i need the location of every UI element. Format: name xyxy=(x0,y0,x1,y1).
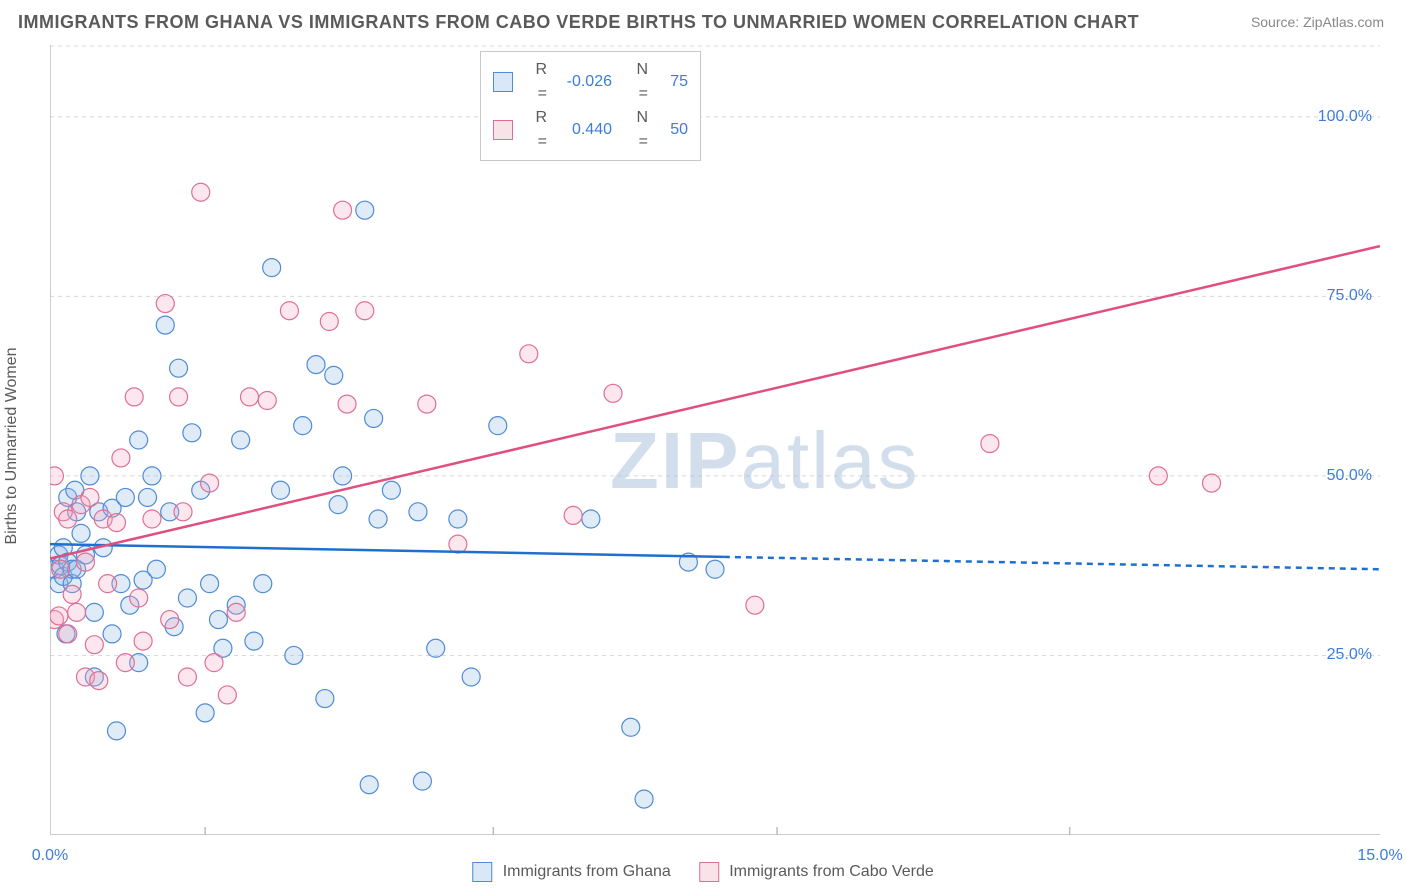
legend-swatch-ghana xyxy=(472,862,492,882)
ytick-label: 100.0% xyxy=(1318,108,1372,126)
legend-swatch-cabo xyxy=(699,862,719,882)
legend-swatch xyxy=(493,72,513,92)
legend-label-cabo: Immigrants from Cabo Verde xyxy=(729,863,934,880)
r-value: -0.026 xyxy=(557,70,612,94)
legend-item-ghana: Immigrants from Ghana xyxy=(472,862,671,882)
n-label: N = xyxy=(630,58,648,106)
xtick-label: 15.0% xyxy=(1357,847,1402,865)
r-label: R = xyxy=(529,58,547,106)
n-value: 50 xyxy=(658,118,688,142)
correlation-legend-row: R = 0.440 N = 50 xyxy=(493,106,688,154)
correlation-legend-row: R = -0.026 N = 75 xyxy=(493,58,688,106)
r-value: 0.440 xyxy=(557,118,612,142)
ytick-label: 75.0% xyxy=(1327,287,1372,305)
legend-label-ghana: Immigrants from Ghana xyxy=(503,863,671,880)
legend-item-cabo: Immigrants from Cabo Verde xyxy=(699,862,934,882)
legend-swatch xyxy=(493,120,513,140)
yaxis-label: Births to Unmarried Women xyxy=(3,347,21,544)
n-label: N = xyxy=(630,106,648,154)
r-label: R = xyxy=(529,106,547,154)
n-value: 75 xyxy=(658,70,688,94)
correlation-legend: R = -0.026 N = 75 R = 0.440 N = 50 xyxy=(480,51,701,161)
source-label: Source: ZipAtlas.com xyxy=(1251,14,1384,30)
ytick-label: 25.0% xyxy=(1327,646,1372,664)
scatter-plot: ZIPatlas25.0%50.0%75.0%100.0%0.0%15.0%R … xyxy=(50,45,1380,835)
ytick-label: 50.0% xyxy=(1327,467,1372,485)
xtick-label: 0.0% xyxy=(32,847,68,865)
bottom-legend: Immigrants from Ghana Immigrants from Ca… xyxy=(472,862,934,882)
chart-title: IMMIGRANTS FROM GHANA VS IMMIGRANTS FROM… xyxy=(18,12,1139,33)
